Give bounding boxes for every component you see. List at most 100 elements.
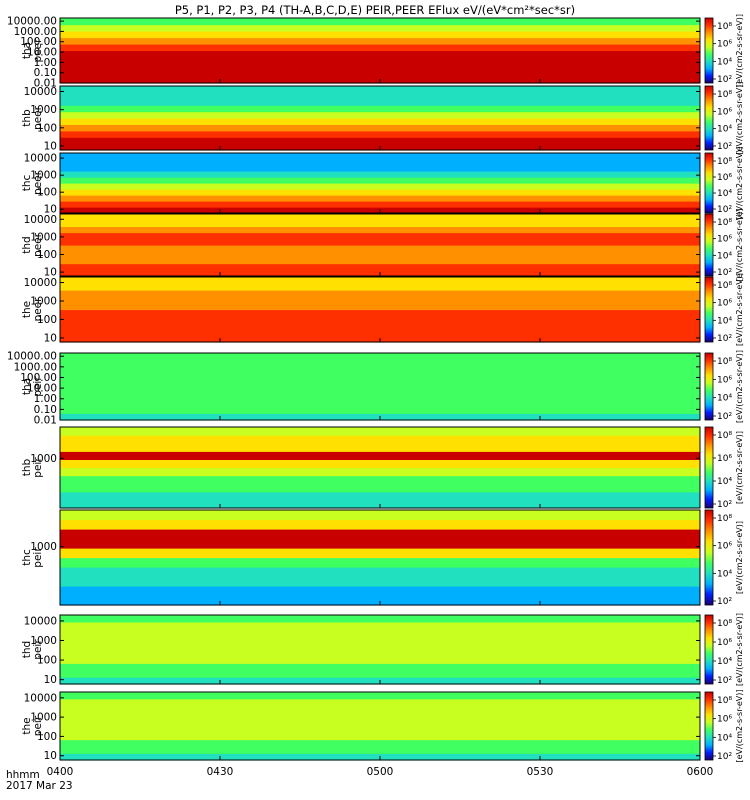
heatmap-band <box>60 290 700 298</box>
heatmap-band <box>60 726 700 734</box>
heatmap-band <box>60 37 700 45</box>
heatmap-band <box>60 57 700 65</box>
heatmap-band <box>60 24 700 32</box>
heatmap-band <box>60 195 700 202</box>
ytick-label: 10000 <box>24 214 57 226</box>
ytick-label: 10 <box>44 267 57 279</box>
heatmap-band <box>60 443 700 452</box>
ytick-label: 100 <box>37 122 57 134</box>
heatmap-band <box>60 92 700 100</box>
panel-ylabel: thb <box>21 458 33 476</box>
colorbar-label: 10⁴ <box>717 189 732 199</box>
heatmap-band <box>60 31 700 39</box>
heatmap-band <box>60 50 700 58</box>
colorbar <box>704 614 714 685</box>
colorbar <box>704 213 714 277</box>
panel-ylabel: peir <box>32 547 44 568</box>
xtick-label: 0500 <box>367 766 394 778</box>
heatmap-band <box>60 220 700 227</box>
colorbar-label: 10⁶ <box>717 299 732 309</box>
colorbar-label: 10⁶ <box>717 542 732 552</box>
heatmap-band <box>60 642 700 651</box>
panel-ylabel: tha <box>21 42 33 59</box>
panel-ylabel: tha <box>21 378 33 395</box>
heatmap-band <box>60 303 700 311</box>
heatmap-band <box>60 621 700 630</box>
ytick-label: 10000.00 <box>7 351 57 363</box>
panel-ylabel: peer <box>32 170 44 195</box>
colorbar-label: 10⁸ <box>717 431 732 441</box>
heatmap-band <box>60 159 700 166</box>
colorbar-label: 10⁴ <box>717 394 732 404</box>
colorbar-label: 10² <box>717 500 732 510</box>
heatmap-band <box>60 309 700 317</box>
heatmap-band <box>60 359 700 367</box>
ytick-label: 100 <box>37 314 57 326</box>
heatmap-band <box>60 712 700 720</box>
colorbar <box>704 17 714 84</box>
heatmap-band <box>60 226 700 234</box>
colorbar-label: 10² <box>717 142 732 152</box>
colorbar-label: 10⁴ <box>717 477 732 487</box>
date-label: 2017 Mar 23 <box>6 780 73 792</box>
ytick-label: 100 <box>37 187 57 199</box>
heatmap-band <box>60 663 700 671</box>
heatmap-band <box>60 18 700 26</box>
heatmap-band <box>60 238 700 246</box>
ytick-label: 1000 <box>30 104 57 116</box>
colorbar-label: 10² <box>717 205 732 215</box>
heatmap-band <box>60 406 700 414</box>
colorbar-label: 10⁸ <box>717 514 732 524</box>
panel-ylabel: peir <box>32 376 44 397</box>
ytick-label: 0.01 <box>34 415 57 427</box>
panel-thb-peer: 10000 1000 100 10 thb peer 10⁸ 10⁶ 10⁴ 10² [eV/(cm… <box>21 81 744 154</box>
colorbar-label: 10⁸ <box>717 218 732 228</box>
xtick-label: 0600 <box>687 766 714 778</box>
colorbar-label: 10² <box>717 676 732 686</box>
ytick-label: 10000 <box>24 615 57 627</box>
colorbar-label: 10⁶ <box>717 715 732 725</box>
colorbar <box>704 691 714 761</box>
ytick-label: 10.00 <box>27 383 57 395</box>
colorbar-label: 10² <box>717 334 732 344</box>
ytick-label: 10000.00 <box>7 16 57 28</box>
panel-ylabel: peir <box>32 639 44 660</box>
panel-ylabel: the <box>21 717 33 734</box>
panel-ylabel: thc <box>21 175 33 192</box>
heatmap-band <box>60 698 700 707</box>
heatmap-band <box>60 557 700 568</box>
heatmap-band <box>60 44 700 52</box>
colorbar-label: 10⁶ <box>717 638 732 648</box>
heatmap-band <box>60 353 700 361</box>
heatmap-band <box>60 322 700 330</box>
heatmap-band <box>60 257 700 265</box>
panel-ylabel: peer <box>32 232 44 257</box>
xtick-label: 0530 <box>527 766 554 778</box>
heatmap-band <box>60 214 700 221</box>
plot-title: P5, P1, P2, P3, P4 (TH-A,B,C,D,E) PEIR,P… <box>174 3 576 17</box>
heatmap-band <box>60 165 700 172</box>
heatmap-band <box>60 130 700 138</box>
heatmap-band <box>60 277 700 285</box>
colorbar <box>704 509 714 606</box>
heatmap-band <box>60 118 700 125</box>
heatmap-band <box>60 245 700 252</box>
ytick-label: 100 <box>37 655 57 667</box>
colorbar-unit-label: [eV/(cm2-s-sr-eV)] <box>735 350 744 423</box>
ytick-label: 10 <box>44 674 57 686</box>
heatmap-band <box>60 529 700 540</box>
colorbar-label: 10² <box>717 752 732 762</box>
heatmap-band <box>60 98 700 106</box>
heatmap-band <box>60 263 700 271</box>
heatmap-band <box>60 705 700 713</box>
heatmap-band <box>60 628 700 637</box>
panel-thc-peer: 10000 1000 100 10 thc peer 10⁸ 10⁶ 10⁴ 10² [eV/(cm… <box>21 146 744 219</box>
heatmap-band <box>60 183 700 190</box>
colorbar-label: 10⁴ <box>717 657 732 667</box>
heatmap-band <box>60 548 700 559</box>
ytick-label: 10 <box>44 332 57 344</box>
heatmap-band <box>60 739 700 747</box>
ytick-label: 1000 <box>30 712 57 724</box>
panel-ylabel: thd <box>21 236 33 253</box>
